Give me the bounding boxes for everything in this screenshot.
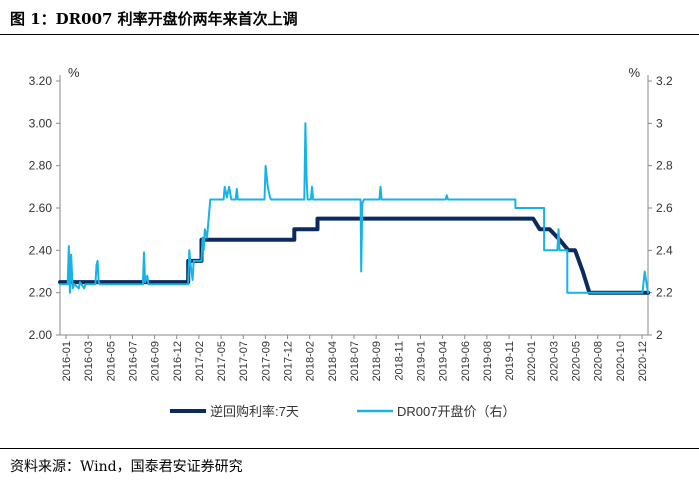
x-tick-label: 2016-01 xyxy=(61,341,73,381)
dual-axis-line-chart: % % 3.20 3.00 2.80 2.60 2.40 2.20 2.00 3.2 3 2.8 2.6… xyxy=(29,65,673,419)
right-tick-label: 3.2 xyxy=(656,74,673,88)
x-tick-label: 2016-05 xyxy=(105,341,117,381)
x-tick-label: 2020-01 xyxy=(526,341,538,381)
x-tick-label: 2019-01 xyxy=(415,341,427,381)
right-tick-label: 3 xyxy=(656,116,663,130)
x-tick-label: 2020-05 xyxy=(571,341,583,381)
x-tick-label: 2020-08 xyxy=(593,341,605,381)
right-tick-label: 2 xyxy=(656,328,663,342)
right-tick-label: 2.8 xyxy=(656,159,673,173)
series-line-dr007-open xyxy=(59,122,649,294)
left-tick-label: 2.60 xyxy=(29,201,53,215)
x-tick-label: 2018-11 xyxy=(393,341,405,381)
source-note: 资料来源：Wind，国泰君安证券研究 xyxy=(10,459,243,475)
x-tick-label: 2020-03 xyxy=(548,341,560,381)
left-axis-unit: % xyxy=(68,65,80,80)
chart-title: 图 1：DR007 利率开盘价两年来首次上调 xyxy=(10,10,298,28)
x-tick-label: 2016-03 xyxy=(83,341,95,381)
x-tick-label: 2017-02 xyxy=(194,341,206,381)
left-tick-label: 2.20 xyxy=(29,286,53,300)
x-tick-label: 2018-04 xyxy=(327,341,339,381)
x-tick-label: 2017-09 xyxy=(260,341,272,381)
right-tick-label: 2.6 xyxy=(656,201,673,215)
top-divider xyxy=(0,34,699,35)
x-tick-label: 2018-09 xyxy=(371,341,383,381)
left-tick-label: 3.00 xyxy=(29,116,53,130)
x-tick-label: 2018-07 xyxy=(349,341,361,381)
x-tick-label: 2016-07 xyxy=(127,341,139,381)
left-tick-label: 3.20 xyxy=(29,74,53,88)
x-tick-label: 2019-06 xyxy=(460,341,472,381)
x-tick-label: 2019-08 xyxy=(482,341,494,381)
bottom-divider xyxy=(0,448,699,449)
legend-label: DR007开盘价（右） xyxy=(397,404,515,419)
x-tick-label: 2016-09 xyxy=(150,341,162,381)
left-tick-label: 2.40 xyxy=(29,243,53,257)
legend-label: 逆回购利率:7天 xyxy=(210,404,299,419)
x-tick-label: 2017-07 xyxy=(238,341,250,381)
x-tick-label: 2019-04 xyxy=(438,341,450,381)
x-tick-label: 2020-12 xyxy=(637,341,649,381)
right-axis-unit: % xyxy=(628,65,640,80)
x-tick-label: 2020-10 xyxy=(615,341,627,381)
right-tick-label: 2.2 xyxy=(656,286,673,300)
x-tick-label: 2017-12 xyxy=(283,341,295,381)
x-tick-label: 2018-02 xyxy=(305,341,317,381)
left-tick-label: 2.80 xyxy=(29,159,53,173)
x-tick-label: 2019-11 xyxy=(504,341,516,381)
left-tick-label: 2.00 xyxy=(29,328,53,342)
x-tick-label: 2017-05 xyxy=(216,341,228,381)
x-tick-label: 2016-12 xyxy=(172,341,184,381)
right-tick-label: 2.4 xyxy=(656,243,673,257)
